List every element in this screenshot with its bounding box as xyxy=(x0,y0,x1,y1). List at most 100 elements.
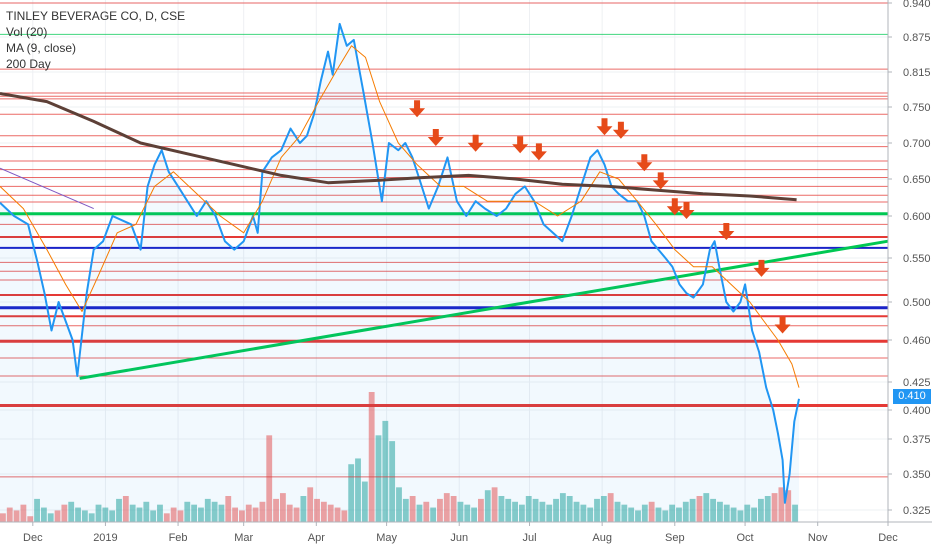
down-arrow-icon xyxy=(774,316,791,334)
down-arrow-icon xyxy=(636,154,653,172)
volume-bar xyxy=(54,510,61,522)
volume-bar xyxy=(730,507,737,522)
volume-bar xyxy=(95,504,102,522)
volume-bar xyxy=(368,392,375,522)
volume-bar xyxy=(402,498,409,522)
volume-bar xyxy=(662,510,669,522)
x-tick-label: Nov xyxy=(808,532,828,544)
volume-bar xyxy=(150,510,157,522)
volume-bar xyxy=(689,498,696,522)
x-tick-label: Feb xyxy=(169,532,188,544)
y-tick-label: 0.700 xyxy=(903,138,931,150)
volume-bar xyxy=(75,507,81,522)
x-tick-label: Aug xyxy=(592,532,612,544)
down-arrow-icon xyxy=(678,202,695,219)
volume-bar xyxy=(266,435,273,522)
price-area xyxy=(0,23,799,523)
volume-bar xyxy=(621,504,628,522)
volume-bar xyxy=(737,510,744,522)
x-axis-background xyxy=(0,522,932,550)
volume-bar xyxy=(457,501,464,522)
volume-bar xyxy=(518,504,525,522)
legend-ma: MA (9, close) xyxy=(6,41,77,55)
volume-bar xyxy=(286,504,293,522)
volume-bar xyxy=(129,504,136,522)
volume-bar xyxy=(348,464,355,522)
volume-bar xyxy=(184,501,191,522)
volume-bar xyxy=(512,501,518,522)
volume-bar xyxy=(525,496,532,522)
volume-bar xyxy=(423,501,430,522)
volume-bar xyxy=(361,481,368,522)
volume-bar xyxy=(696,496,703,522)
down-arrow-icon xyxy=(612,121,629,139)
volume-bar xyxy=(116,498,122,522)
volume-bar xyxy=(559,493,566,522)
volume-bar xyxy=(191,504,198,522)
volume-bar xyxy=(553,498,559,522)
y-tick-label: 0.375 xyxy=(903,434,931,446)
volume-bar xyxy=(546,504,553,522)
y-tick-label: 0.400 xyxy=(903,405,931,417)
x-tick-label: Mar xyxy=(234,532,253,544)
volume-bar xyxy=(273,498,279,522)
volume-bar xyxy=(396,487,402,522)
volume-bar xyxy=(594,498,600,522)
volume-bar xyxy=(498,496,505,522)
volume-bar xyxy=(211,501,218,522)
x-tick-label: May xyxy=(376,532,397,544)
volume-bar xyxy=(587,507,594,522)
legend-volume: Vol (20) xyxy=(6,25,48,39)
x-tick-label: 2019 xyxy=(93,532,117,544)
x-axis: Dec 2019 Feb Mar Apr May Jun Jul Aug Sep Oct Nov Dec xyxy=(0,521,932,550)
volume-bar xyxy=(723,504,730,522)
volume-bar xyxy=(314,498,320,522)
volume-bar xyxy=(13,510,20,522)
volume-bar xyxy=(334,507,341,522)
volume-bar xyxy=(778,487,785,522)
series-line xyxy=(0,92,797,202)
volume-bar xyxy=(771,493,778,522)
down-arrow-icon xyxy=(753,259,770,277)
sell-arrows xyxy=(409,100,791,334)
volume-bar xyxy=(744,504,751,522)
y-axis-background xyxy=(888,0,932,550)
volume-bar xyxy=(157,504,163,522)
x-tick-label: Oct xyxy=(737,532,754,544)
y-tick-label: 0.600 xyxy=(903,211,931,223)
volume-bar xyxy=(409,496,416,522)
y-tick-label: 0.815 xyxy=(903,67,931,79)
trendlines xyxy=(0,167,889,380)
series-line xyxy=(0,45,800,388)
volume-bar xyxy=(389,441,396,522)
volume-bar xyxy=(300,496,307,522)
volume-bar xyxy=(648,501,655,522)
volume-bar xyxy=(81,510,88,522)
chart-legend: TINLEY BEVERAGE CO, D, CSE Vol (20) MA (… xyxy=(6,8,185,72)
volume-bar xyxy=(245,504,252,522)
volume-bar xyxy=(471,507,478,522)
volume-bar xyxy=(566,496,573,522)
volume-bar xyxy=(641,504,648,522)
volume-bar xyxy=(239,510,245,522)
volume-bar xyxy=(573,501,580,522)
down-arrow-icon xyxy=(409,100,426,118)
y-tick-label: 0.550 xyxy=(903,253,931,265)
volume-bar xyxy=(307,487,314,522)
volume-bar xyxy=(607,493,614,522)
volume-bar xyxy=(259,501,266,522)
volume-bar xyxy=(204,498,211,522)
y-tick-label: 0.425 xyxy=(903,377,931,389)
volume-bar xyxy=(443,493,450,522)
series-lines xyxy=(0,22,800,523)
volume-bar xyxy=(375,435,382,522)
y-tick-label: 0.350 xyxy=(903,469,931,481)
down-arrow-icon xyxy=(427,129,444,146)
grid xyxy=(0,0,889,522)
volume-bar xyxy=(109,510,116,522)
volume-bar xyxy=(717,501,723,522)
volume-bar xyxy=(40,507,47,522)
x-tick-label: Jul xyxy=(522,532,536,544)
volume-bar xyxy=(710,498,717,522)
